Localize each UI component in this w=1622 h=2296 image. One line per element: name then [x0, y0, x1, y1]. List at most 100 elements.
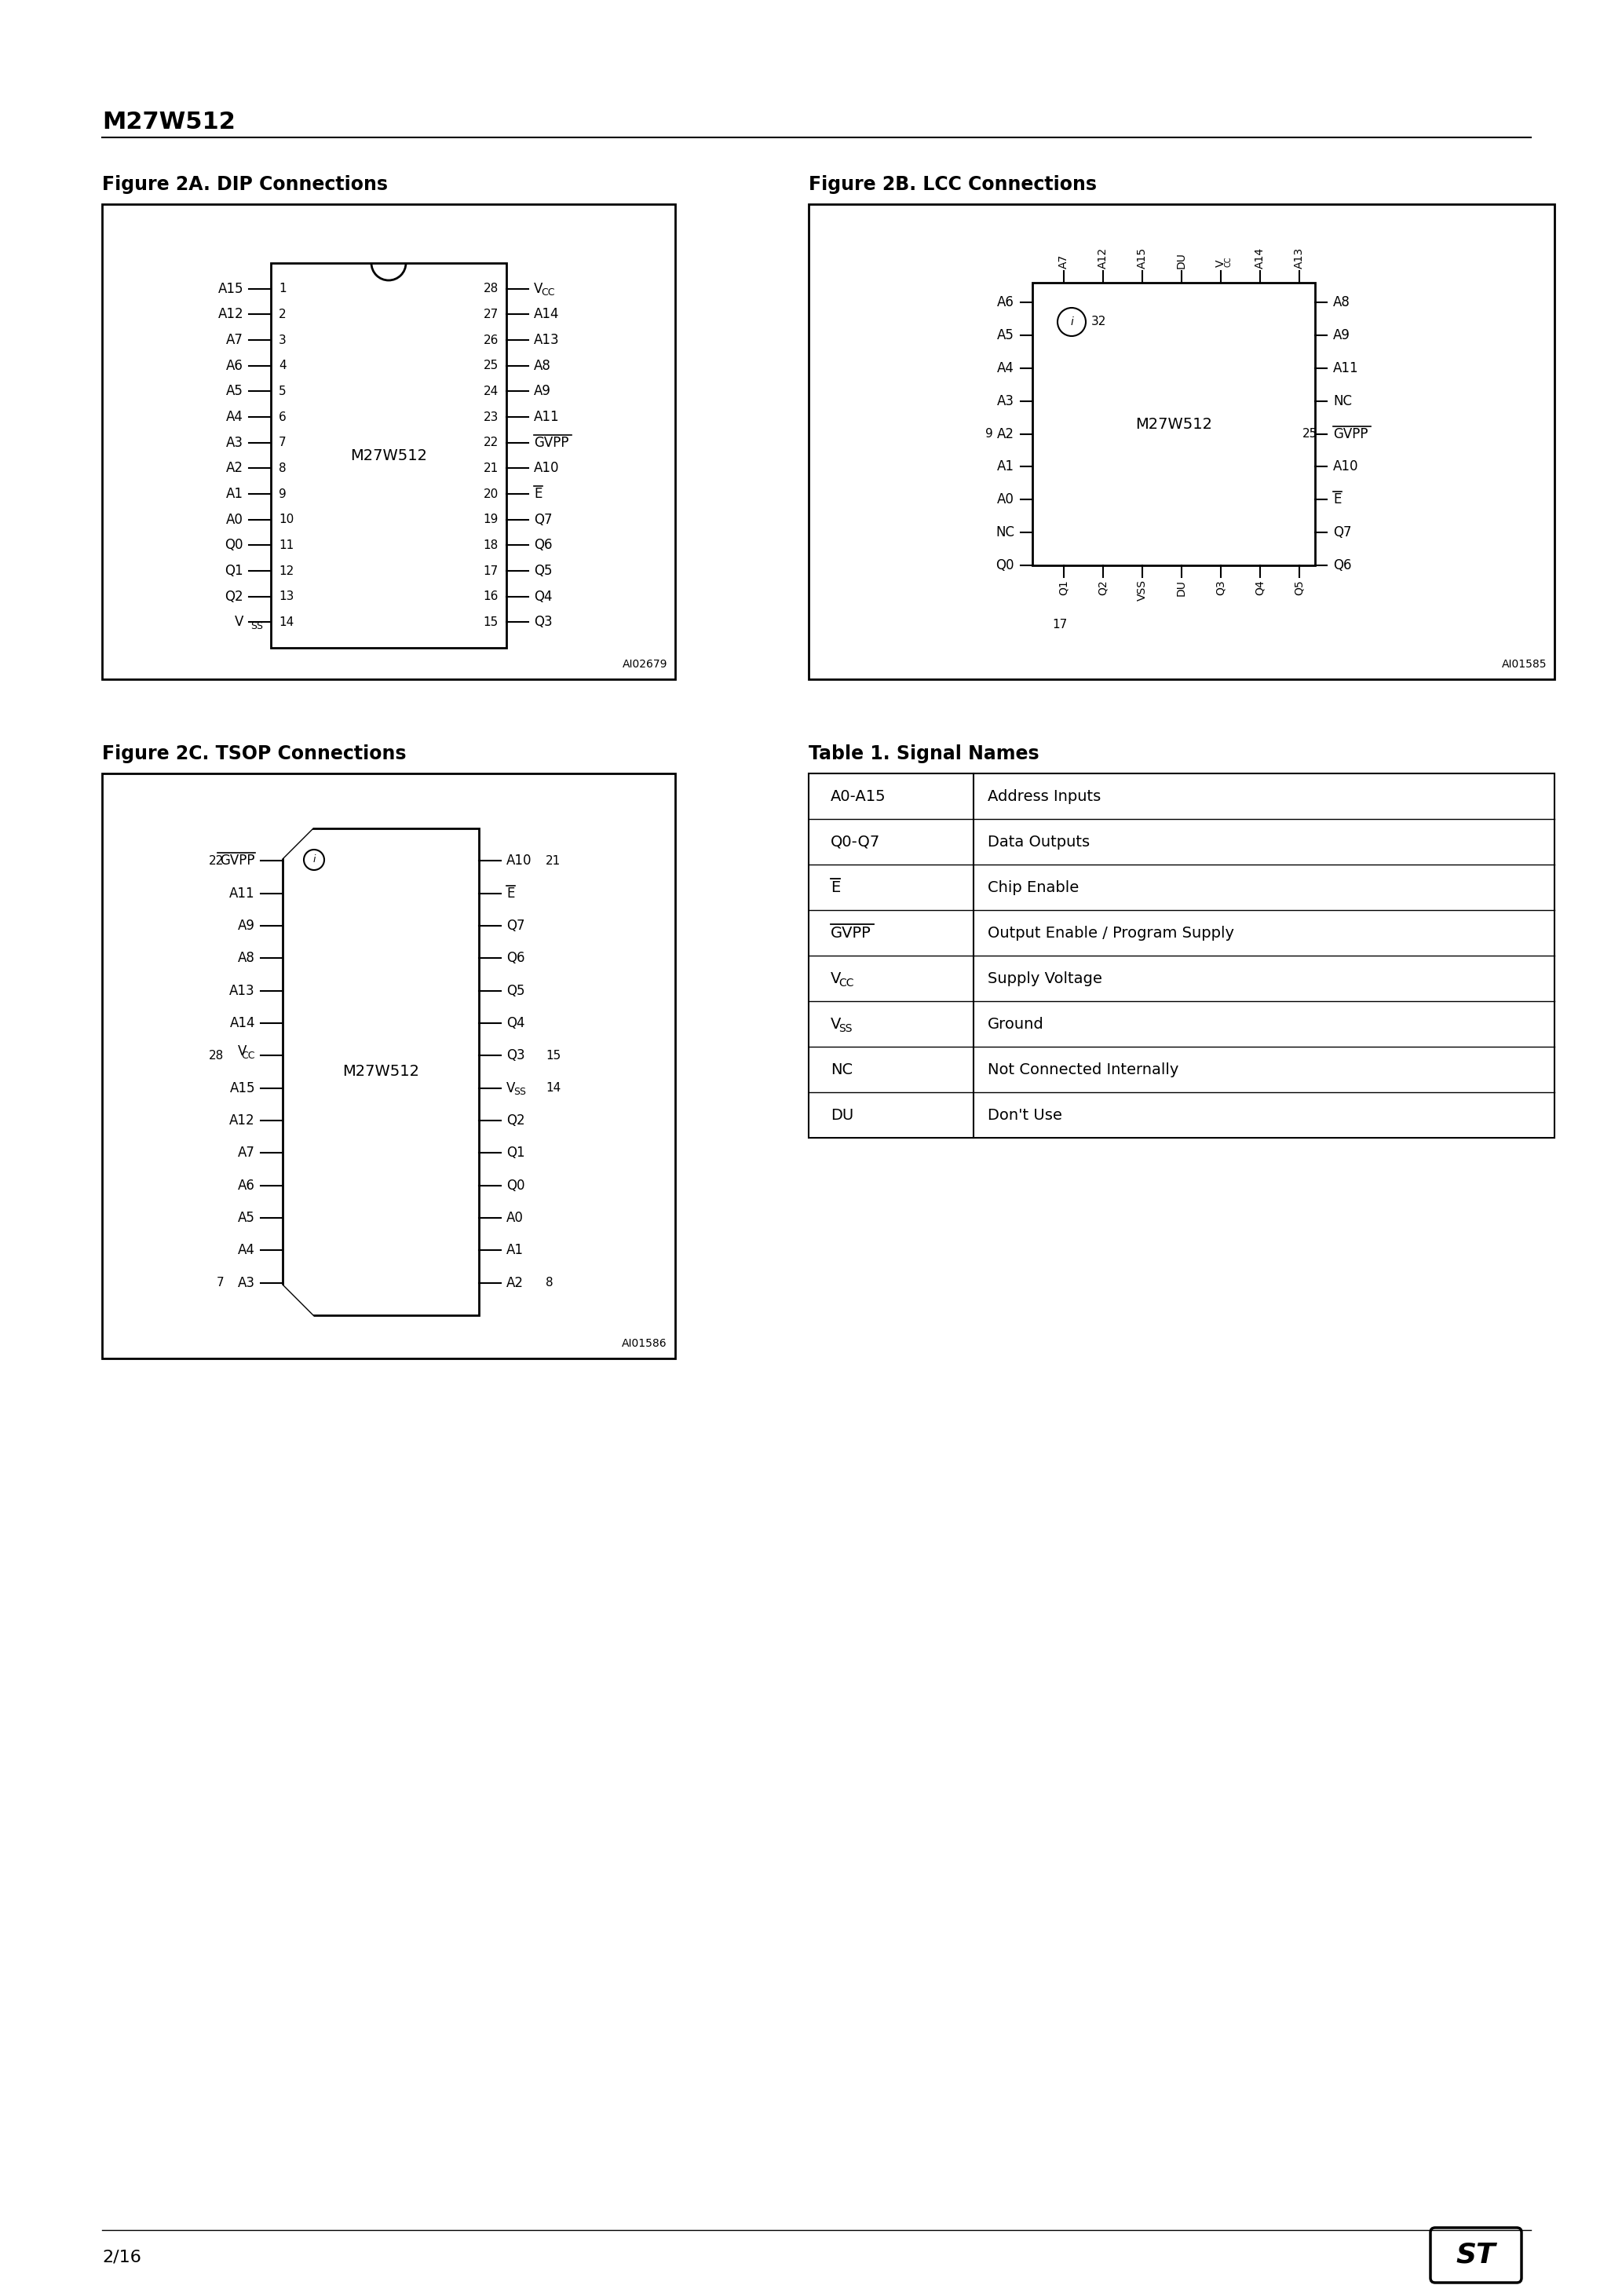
- Text: A14: A14: [230, 1017, 255, 1031]
- Text: A11: A11: [230, 886, 255, 900]
- Text: SS: SS: [514, 1086, 526, 1097]
- Text: E: E: [1333, 494, 1341, 507]
- Text: V: V: [830, 1017, 842, 1031]
- Text: A2: A2: [506, 1277, 524, 1290]
- Text: 24: 24: [483, 386, 498, 397]
- Text: NC: NC: [830, 1063, 853, 1077]
- Text: V: V: [506, 1081, 516, 1095]
- Text: V: V: [1215, 259, 1226, 266]
- Text: 14: 14: [279, 615, 294, 629]
- Text: V: V: [534, 282, 543, 296]
- Text: A1: A1: [225, 487, 243, 501]
- Text: 17: 17: [1053, 618, 1067, 629]
- Text: 1: 1: [279, 282, 285, 294]
- Text: Q5: Q5: [506, 983, 526, 999]
- Text: Q7: Q7: [1333, 526, 1351, 540]
- Text: AI02679: AI02679: [623, 659, 667, 670]
- Text: A9: A9: [534, 383, 551, 400]
- Text: A11: A11: [534, 411, 560, 425]
- Text: VSS: VSS: [1137, 579, 1148, 602]
- Text: Q7: Q7: [506, 918, 526, 932]
- Bar: [809, 774, 1554, 1139]
- Text: V: V: [830, 971, 842, 985]
- Text: 8: 8: [279, 461, 285, 475]
- Text: Address Inputs: Address Inputs: [988, 790, 1101, 804]
- Text: Q5: Q5: [534, 565, 553, 579]
- Text: Q4: Q4: [1254, 579, 1265, 595]
- FancyBboxPatch shape: [1431, 2227, 1521, 2282]
- Text: 9: 9: [279, 489, 287, 501]
- Text: 13: 13: [279, 590, 294, 602]
- Bar: [282, 829, 478, 1316]
- Text: A10: A10: [1333, 459, 1359, 473]
- Text: 3: 3: [279, 335, 287, 347]
- Text: A1: A1: [506, 1242, 524, 1258]
- Text: A0-A15: A0-A15: [830, 790, 886, 804]
- Text: A0: A0: [998, 494, 1014, 507]
- Text: SS: SS: [839, 1024, 852, 1033]
- Text: 21: 21: [483, 461, 498, 475]
- Text: i: i: [313, 854, 315, 866]
- Text: Q3: Q3: [1215, 579, 1226, 595]
- Text: DU: DU: [830, 1107, 853, 1123]
- Text: NC: NC: [1333, 395, 1351, 409]
- Text: A9: A9: [1333, 328, 1350, 342]
- Text: 9: 9: [986, 427, 993, 441]
- Bar: [809, 204, 1554, 680]
- Text: 2: 2: [279, 308, 285, 319]
- Text: A14: A14: [1254, 248, 1265, 269]
- Text: Q2: Q2: [506, 1114, 526, 1127]
- Text: A13: A13: [1294, 248, 1304, 269]
- Text: A4: A4: [225, 411, 243, 425]
- Text: 7: 7: [279, 436, 285, 448]
- Text: CC: CC: [1225, 257, 1231, 266]
- Text: A6: A6: [998, 296, 1014, 310]
- Text: Not Connected Internally: Not Connected Internally: [988, 1063, 1179, 1077]
- Text: Don't Use: Don't Use: [988, 1107, 1062, 1123]
- Text: CC: CC: [540, 287, 555, 298]
- Text: A15: A15: [230, 1081, 255, 1095]
- Text: A0: A0: [225, 512, 243, 526]
- Text: Q6: Q6: [534, 537, 553, 553]
- Text: Q4: Q4: [534, 590, 553, 604]
- Text: A2: A2: [998, 427, 1014, 441]
- Polygon shape: [281, 1283, 315, 1318]
- Text: M27W512: M27W512: [102, 110, 235, 133]
- Text: Q1: Q1: [225, 565, 243, 579]
- Text: Q3: Q3: [506, 1049, 526, 1063]
- Text: ST: ST: [1457, 2241, 1495, 2268]
- Text: V: V: [235, 615, 243, 629]
- Text: A15: A15: [1137, 248, 1148, 269]
- Text: 11: 11: [279, 540, 294, 551]
- Text: GVPP: GVPP: [1333, 427, 1367, 441]
- Text: Q5: Q5: [1294, 579, 1304, 595]
- Text: Q0: Q0: [996, 558, 1014, 572]
- Text: Q2: Q2: [225, 590, 243, 604]
- Text: 22: 22: [209, 854, 224, 868]
- Text: Table 1. Signal Names: Table 1. Signal Names: [809, 744, 1040, 762]
- Text: Figure 2C. TSOP Connections: Figure 2C. TSOP Connections: [102, 744, 406, 762]
- Text: 4: 4: [279, 360, 285, 372]
- Text: M27W512: M27W512: [342, 1065, 418, 1079]
- Text: Q0: Q0: [225, 537, 243, 553]
- Text: 20: 20: [483, 489, 498, 501]
- Text: 15: 15: [545, 1049, 561, 1061]
- Text: A3: A3: [998, 395, 1014, 409]
- Text: Q0-Q7: Q0-Q7: [830, 833, 881, 850]
- Text: Q6: Q6: [506, 951, 526, 964]
- Text: 27: 27: [483, 308, 498, 319]
- Text: A8: A8: [534, 358, 551, 372]
- Text: V: V: [237, 1045, 247, 1058]
- Text: DU: DU: [1176, 579, 1187, 597]
- Text: 5: 5: [279, 386, 285, 397]
- Text: GVPP: GVPP: [534, 436, 569, 450]
- Text: A6: A6: [225, 358, 243, 372]
- Text: Q3: Q3: [534, 615, 553, 629]
- Text: 19: 19: [483, 514, 498, 526]
- Text: A11: A11: [1333, 360, 1359, 374]
- Text: CC: CC: [839, 978, 853, 990]
- Text: A9: A9: [238, 918, 255, 932]
- Text: 23: 23: [483, 411, 498, 422]
- Text: A12: A12: [1098, 248, 1108, 269]
- Text: Q0: Q0: [506, 1178, 526, 1192]
